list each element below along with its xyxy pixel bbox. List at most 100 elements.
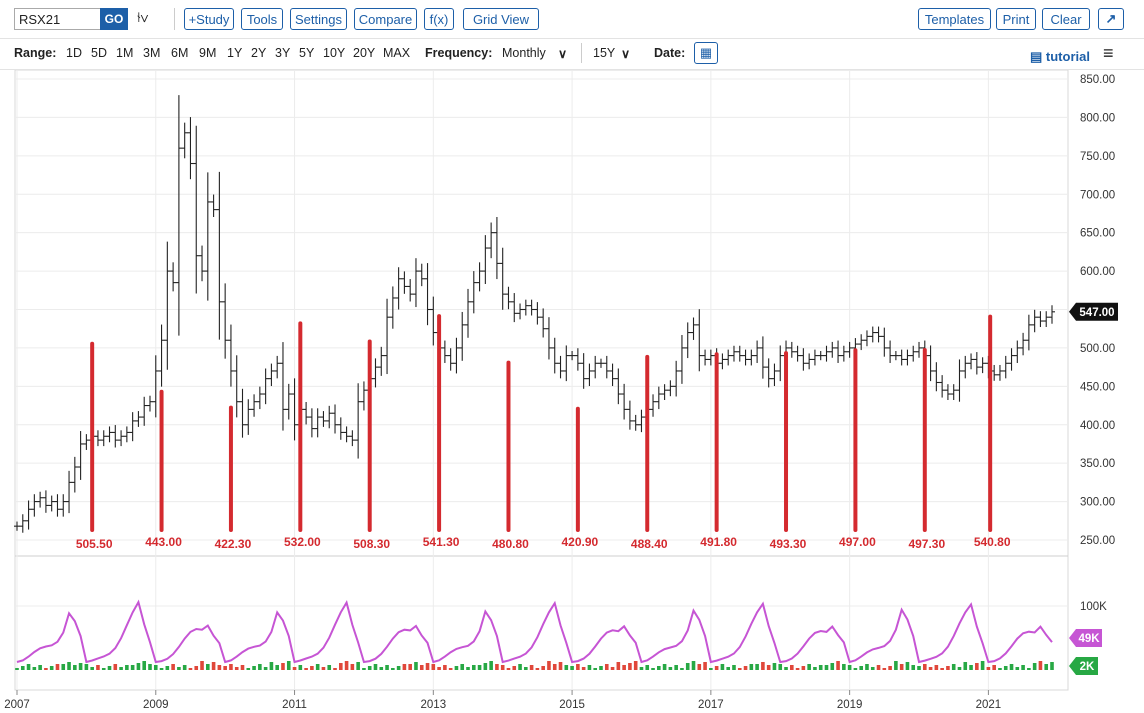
annotation-label: 532.00 <box>284 535 321 549</box>
toolbar-divider <box>174 8 175 30</box>
range-bar: Range: 1D 5D 1M 3M 6M 9M 1Y 2Y 3Y 5Y 10Y… <box>0 38 1144 70</box>
chevron-down-icon[interactable]: ∨ <box>621 47 631 61</box>
volume-bar <box>928 667 933 670</box>
volume-bar <box>882 668 887 670</box>
volume-bar <box>552 664 557 670</box>
x-tick-label: 2011 <box>282 699 307 711</box>
range-20y[interactable]: 20Y <box>353 46 376 60</box>
range-max[interactable]: MAX <box>383 46 411 60</box>
tools-button[interactable]: Tools <box>241 8 283 30</box>
price-tick-label: 450.00 <box>1080 381 1115 393</box>
volume-bar <box>1044 664 1049 670</box>
volume-bar <box>1027 668 1031 670</box>
volume-bar <box>633 661 638 670</box>
volume-bar <box>67 662 71 670</box>
range-2y[interactable]: 2Y <box>251 46 267 60</box>
settings-button[interactable]: Settings <box>290 8 347 30</box>
annotation-label: 493.30 <box>770 537 807 551</box>
volume-bar <box>980 661 985 670</box>
volume-tag <box>1069 657 1098 675</box>
annotation-label: 491.80 <box>700 535 737 549</box>
volume-bar <box>957 667 962 670</box>
chevron-down-icon[interactable]: ∨ <box>558 47 568 61</box>
annotation-label: 443.00 <box>145 535 182 549</box>
range-6m[interactable]: 6M <box>171 46 189 60</box>
volume-bar <box>865 664 869 670</box>
volume-bar <box>934 665 939 670</box>
volume-bar <box>252 666 256 670</box>
expand-icon[interactable]: ↗ <box>1098 8 1124 30</box>
volume-bar <box>321 667 326 670</box>
volume-bar <box>385 665 389 670</box>
frequency-select[interactable]: Monthly <box>502 46 546 60</box>
volume-bar <box>431 664 436 670</box>
volume-bar <box>616 662 621 670</box>
volume-bar <box>38 665 42 670</box>
range-10y[interactable]: 10Y <box>323 46 346 60</box>
volume-bar <box>304 668 308 670</box>
volume-bar <box>506 668 511 670</box>
volume-bar <box>622 665 626 670</box>
range-3y[interactable]: 3Y <box>275 46 291 60</box>
volume-bar <box>512 666 517 670</box>
price-tick-label: 500.00 <box>1080 343 1115 355</box>
last-price-tag <box>1069 302 1118 321</box>
volume-bar <box>1003 666 1008 670</box>
range-1d[interactable]: 1D <box>66 46 82 60</box>
symbol-input[interactable] <box>14 8 100 30</box>
volume-bar <box>211 662 216 670</box>
volume-bar <box>61 664 66 670</box>
range-5y[interactable]: 5Y <box>299 46 315 60</box>
range-label: Range: <box>14 46 57 60</box>
volume-bar <box>766 665 771 670</box>
open-interest-tag <box>1069 629 1102 647</box>
volume-bar <box>946 666 950 670</box>
volume-bar <box>1038 661 1043 670</box>
period-select[interactable]: 15Y <box>593 46 616 60</box>
volume-bar <box>778 664 783 670</box>
bar-type-icon[interactable]: ⫮∨ <box>137 9 149 25</box>
go-button[interactable]: GO <box>100 8 128 30</box>
range-1m[interactable]: 1M <box>116 46 134 60</box>
print-button[interactable]: Print <box>996 8 1036 30</box>
volume-bar <box>130 665 135 670</box>
volume-bar <box>853 668 858 670</box>
calendar-icon[interactable]: ▦ <box>694 42 718 64</box>
price-tick-label: 800.00 <box>1080 112 1115 124</box>
volume-bar <box>807 664 811 670</box>
volume-bar <box>1050 662 1054 670</box>
grid-view-button[interactable]: Grid View <box>463 8 539 30</box>
volume-bar <box>870 667 875 670</box>
tutorial-link[interactable]: ▤ tutorial <box>1030 49 1090 64</box>
annotation-label: 420.90 <box>562 535 599 549</box>
volume-bar <box>477 665 482 670</box>
x-tick-label: 2015 <box>559 699 585 711</box>
templates-button[interactable]: Templates <box>918 8 991 30</box>
volume-bar <box>842 664 846 670</box>
volume-bar <box>194 666 199 670</box>
volume-bar <box>628 663 632 670</box>
menu-icon[interactable]: ≡ <box>1103 43 1114 63</box>
x-tick-label: 2007 <box>4 699 30 711</box>
add-study-button[interactable]: +Study <box>184 8 234 30</box>
range-5d[interactable]: 5D <box>91 46 107 60</box>
volume-bar <box>396 666 401 670</box>
fx-button[interactable]: f(x) <box>424 8 454 30</box>
volume-bar <box>911 665 916 670</box>
tutorial-label[interactable]: tutorial <box>1045 49 1090 64</box>
price-chart[interactable]: 850.00800.00750.00700.00650.00600.00550.… <box>0 70 1144 713</box>
volume-bar <box>998 668 1002 670</box>
range-3m[interactable]: 3M <box>143 46 161 60</box>
annotation-label: 488.40 <box>631 537 668 551</box>
range-1y[interactable]: 1Y <box>227 46 243 60</box>
clear-button[interactable]: Clear <box>1042 8 1090 30</box>
toolbar: GO ⫮∨ +Study Tools Settings Compare f(x)… <box>0 0 1144 38</box>
volume-bar <box>1032 663 1037 670</box>
volume-bar <box>790 665 794 670</box>
volume-bar <box>524 667 528 670</box>
volume-bar <box>876 665 881 670</box>
range-9m[interactable]: 9M <box>199 46 217 60</box>
compare-button[interactable]: Compare <box>354 8 417 30</box>
volume-bar <box>581 667 586 670</box>
volume-bar <box>541 666 545 670</box>
